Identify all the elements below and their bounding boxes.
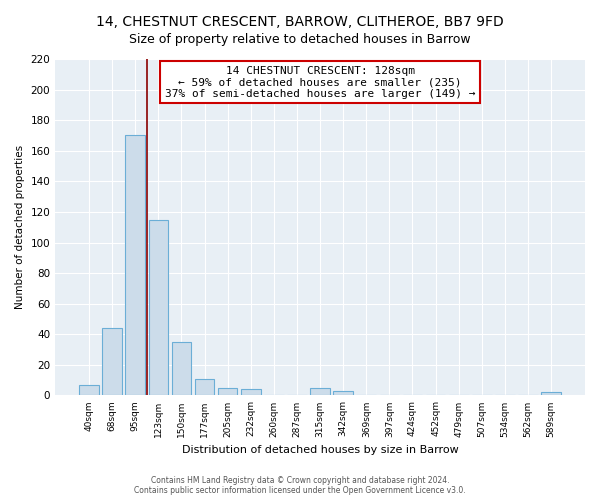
Text: Contains HM Land Registry data © Crown copyright and database right 2024.
Contai: Contains HM Land Registry data © Crown c… bbox=[134, 476, 466, 495]
Bar bbox=[334, 391, 353, 396]
Text: Size of property relative to detached houses in Barrow: Size of property relative to detached ho… bbox=[129, 32, 471, 46]
Bar bbox=[241, 390, 260, 396]
Bar bbox=[103, 328, 122, 396]
Bar bbox=[218, 388, 238, 396]
Text: 14 CHESTNUT CRESCENT: 128sqm
← 59% of detached houses are smaller (235)
37% of s: 14 CHESTNUT CRESCENT: 128sqm ← 59% of de… bbox=[165, 66, 475, 99]
Bar bbox=[172, 342, 191, 396]
Y-axis label: Number of detached properties: Number of detached properties bbox=[15, 145, 25, 310]
Bar bbox=[195, 378, 214, 396]
Bar bbox=[79, 384, 99, 396]
Bar bbox=[149, 220, 168, 396]
Bar bbox=[541, 392, 561, 396]
X-axis label: Distribution of detached houses by size in Barrow: Distribution of detached houses by size … bbox=[182, 445, 458, 455]
Text: 14, CHESTNUT CRESCENT, BARROW, CLITHEROE, BB7 9FD: 14, CHESTNUT CRESCENT, BARROW, CLITHEROE… bbox=[96, 15, 504, 29]
Bar bbox=[310, 388, 330, 396]
Bar bbox=[125, 136, 145, 396]
